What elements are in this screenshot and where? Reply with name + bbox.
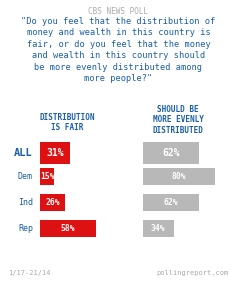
Text: SHOULD BE
MORE EVENLY
DISTRIBUTED: SHOULD BE MORE EVENLY DISTRIBUTED — [153, 105, 203, 135]
Text: 58%: 58% — [60, 224, 75, 233]
Text: Dem: Dem — [18, 172, 33, 181]
Text: 80%: 80% — [172, 172, 186, 181]
Text: 1/17-21/14: 1/17-21/14 — [8, 270, 50, 276]
Text: 34%: 34% — [151, 224, 166, 233]
Bar — [40, 220, 96, 237]
Bar — [143, 142, 199, 164]
Text: 15%: 15% — [40, 172, 55, 181]
Bar — [40, 168, 55, 185]
Text: Rep: Rep — [18, 224, 33, 233]
Text: "Do you feel that the distribution of
money and wealth in this country is
fair, : "Do you feel that the distribution of mo… — [21, 17, 216, 83]
Bar — [143, 168, 215, 185]
Text: 62%: 62% — [164, 198, 178, 207]
Bar — [143, 220, 173, 237]
Bar — [40, 194, 65, 211]
Text: CBS NEWS POLL: CBS NEWS POLL — [88, 7, 149, 16]
Text: 26%: 26% — [45, 198, 60, 207]
Text: 62%: 62% — [162, 148, 180, 158]
Text: pollingreport.com: pollingreport.com — [157, 270, 229, 276]
Bar — [143, 194, 199, 211]
Text: ALL: ALL — [14, 148, 33, 158]
Text: Ind: Ind — [18, 198, 33, 207]
Text: DISTRIBUTION
IS FAIR: DISTRIBUTION IS FAIR — [39, 113, 95, 132]
Bar — [40, 142, 70, 164]
Text: 31%: 31% — [46, 148, 64, 158]
